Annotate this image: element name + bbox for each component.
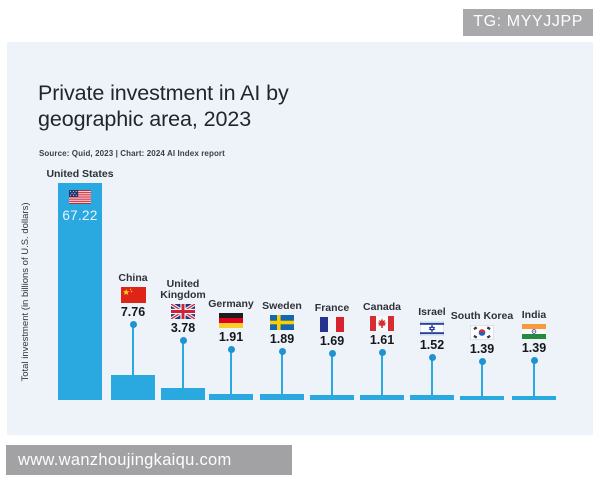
stem-germany bbox=[229, 349, 233, 400]
dot-israel bbox=[428, 353, 436, 361]
in-flag-icon bbox=[522, 324, 546, 339]
label-israel: Israel bbox=[418, 306, 446, 319]
ca-flag-icon bbox=[370, 316, 394, 331]
y-axis-label: Total investment (in billions of U.S. do… bbox=[20, 202, 31, 382]
value-germany: 1.91 bbox=[218, 330, 244, 344]
value-united-states: 67.22 bbox=[62, 208, 98, 223]
column-france: France 1.69 bbox=[292, 302, 372, 348]
stem-china bbox=[131, 324, 135, 400]
il-flag-icon bbox=[420, 321, 444, 336]
dot-germany bbox=[227, 345, 235, 353]
label-germany: Germany bbox=[208, 298, 254, 311]
value-canada: 1.61 bbox=[369, 333, 395, 347]
stem-canada bbox=[380, 352, 384, 400]
label-china: China bbox=[118, 272, 148, 285]
value-france: 1.69 bbox=[319, 334, 345, 348]
watermark-url: www.wanzhoujingkaiqu.com bbox=[6, 445, 292, 475]
chart-title: Private investment in AI by geographic a… bbox=[38, 81, 289, 132]
stem-sweden bbox=[280, 351, 284, 400]
chart-panel bbox=[7, 42, 593, 435]
column-germany: Germany 1.91 bbox=[191, 298, 271, 344]
value-india: 1.39 bbox=[521, 341, 547, 355]
bar-united-states bbox=[58, 183, 102, 400]
label-sweden: Sweden bbox=[262, 300, 302, 313]
dot-india bbox=[530, 356, 538, 364]
gb-flag-icon bbox=[171, 304, 195, 319]
column-canada: Canada 1.61 bbox=[342, 301, 422, 347]
stem-south-korea bbox=[480, 361, 484, 400]
value-south-korea: 1.39 bbox=[469, 342, 495, 356]
value-sweden: 1.89 bbox=[269, 332, 295, 346]
value-united-kingdom: 3.78 bbox=[170, 321, 196, 335]
label-india: India bbox=[521, 309, 547, 322]
dot-united-kingdom bbox=[179, 336, 187, 344]
stem-france bbox=[330, 353, 334, 400]
dot-south-korea bbox=[478, 357, 486, 365]
label-south-korea: South Korea bbox=[450, 310, 514, 323]
fr-flag-icon bbox=[320, 317, 344, 332]
dot-sweden bbox=[278, 347, 286, 355]
de-flag-icon bbox=[219, 313, 243, 328]
dot-canada bbox=[378, 348, 386, 356]
column-india: India 1.39 bbox=[494, 309, 574, 355]
column-south-korea: South Korea 1.39 bbox=[442, 310, 522, 356]
us-flag-icon bbox=[69, 190, 91, 204]
stem-israel bbox=[430, 357, 434, 400]
column-united-kingdom: United Kingdom 3.78 bbox=[143, 277, 223, 335]
label-united-kingdom: United Kingdom bbox=[160, 277, 206, 302]
column-israel: Israel 1.52 bbox=[392, 306, 472, 352]
label-canada: Canada bbox=[363, 301, 401, 314]
source-caption: Source: Quid, 2023 | Chart: 2024 AI Inde… bbox=[39, 149, 225, 158]
dot-china bbox=[129, 320, 137, 328]
dot-france bbox=[328, 349, 336, 357]
stem-united-kingdom bbox=[181, 340, 185, 400]
value-china: 7.76 bbox=[120, 305, 146, 319]
kr-flag-icon bbox=[470, 325, 494, 340]
cn-flag-icon bbox=[120, 287, 146, 303]
column-china: China 7.76 bbox=[93, 272, 173, 319]
watermark-badge: TG: MYYJJPP bbox=[463, 9, 593, 36]
label-france: France bbox=[314, 302, 350, 315]
column-sweden: Sweden 1.89 bbox=[242, 300, 322, 346]
value-israel: 1.52 bbox=[419, 338, 445, 352]
se-flag-icon bbox=[270, 315, 294, 330]
stem-india bbox=[532, 360, 536, 400]
label-united-states: United States bbox=[46, 168, 114, 180]
